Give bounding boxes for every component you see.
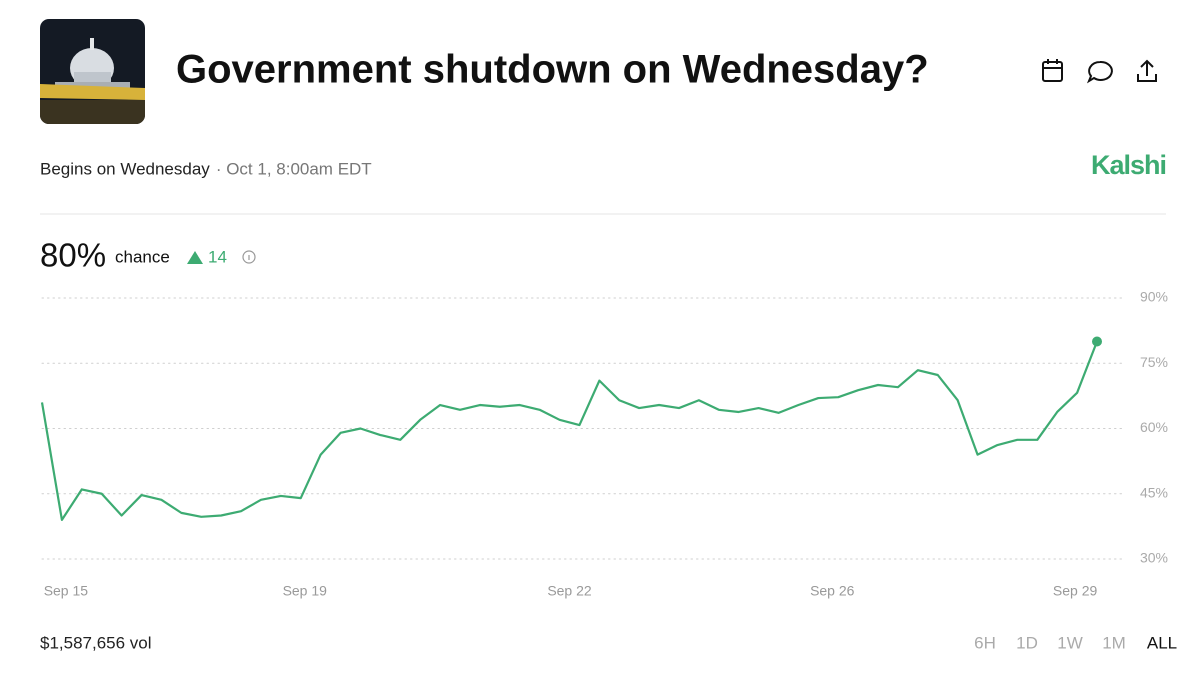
brand-logo: Kalshi	[1091, 150, 1166, 180]
chance-label: chance	[115, 247, 170, 266]
volume: $1,587,656 vol	[40, 633, 152, 652]
y-tick-label: 45%	[1140, 484, 1168, 500]
x-tick-label: Sep 29	[1053, 583, 1098, 599]
y-tick-label: 90%	[1140, 289, 1168, 305]
subtitle: Begins on Wednesday	[40, 159, 210, 178]
up-arrow	[187, 251, 203, 264]
range-button[interactable]: 1W	[1057, 633, 1083, 652]
comment-icon[interactable]	[1086, 60, 1113, 84]
x-tick-label: Sep 22	[547, 583, 592, 599]
market-image	[40, 19, 145, 124]
x-tick-label: Sep 19	[283, 583, 328, 599]
last-price-dot	[1092, 336, 1102, 347]
range-selector: 6H 1D 1W 1M ALL	[974, 633, 1177, 652]
resolve-date: · Oct 1, 8:00am EDT	[216, 159, 372, 178]
market-title: Government shutdown on Wednesday?	[176, 48, 929, 92]
range-button[interactable]: 1D	[1016, 633, 1038, 652]
share-icon[interactable]	[1137, 59, 1157, 82]
range-button[interactable]: ALL	[1147, 633, 1177, 652]
x-tick-label: Sep 15	[44, 583, 89, 599]
y-tick-label: 30%	[1140, 550, 1168, 566]
range-button[interactable]: 6H	[974, 633, 996, 652]
x-tick-label: Sep 26	[810, 583, 855, 599]
chance-value: 80%	[40, 237, 106, 274]
range-button[interactable]: 1M	[1102, 633, 1126, 652]
y-tick-label: 60%	[1140, 419, 1168, 435]
price-chart: 30% 45% 60% 75% 90% Sep 15 Sep 19 Sep 22 Sep 26 S…	[40, 289, 1168, 599]
price-line	[40, 341, 1099, 521]
calendar-icon[interactable]	[1042, 59, 1063, 82]
chance-change: 14	[208, 247, 227, 266]
info-icon[interactable]	[242, 250, 256, 264]
y-tick-label: 75%	[1140, 354, 1168, 370]
